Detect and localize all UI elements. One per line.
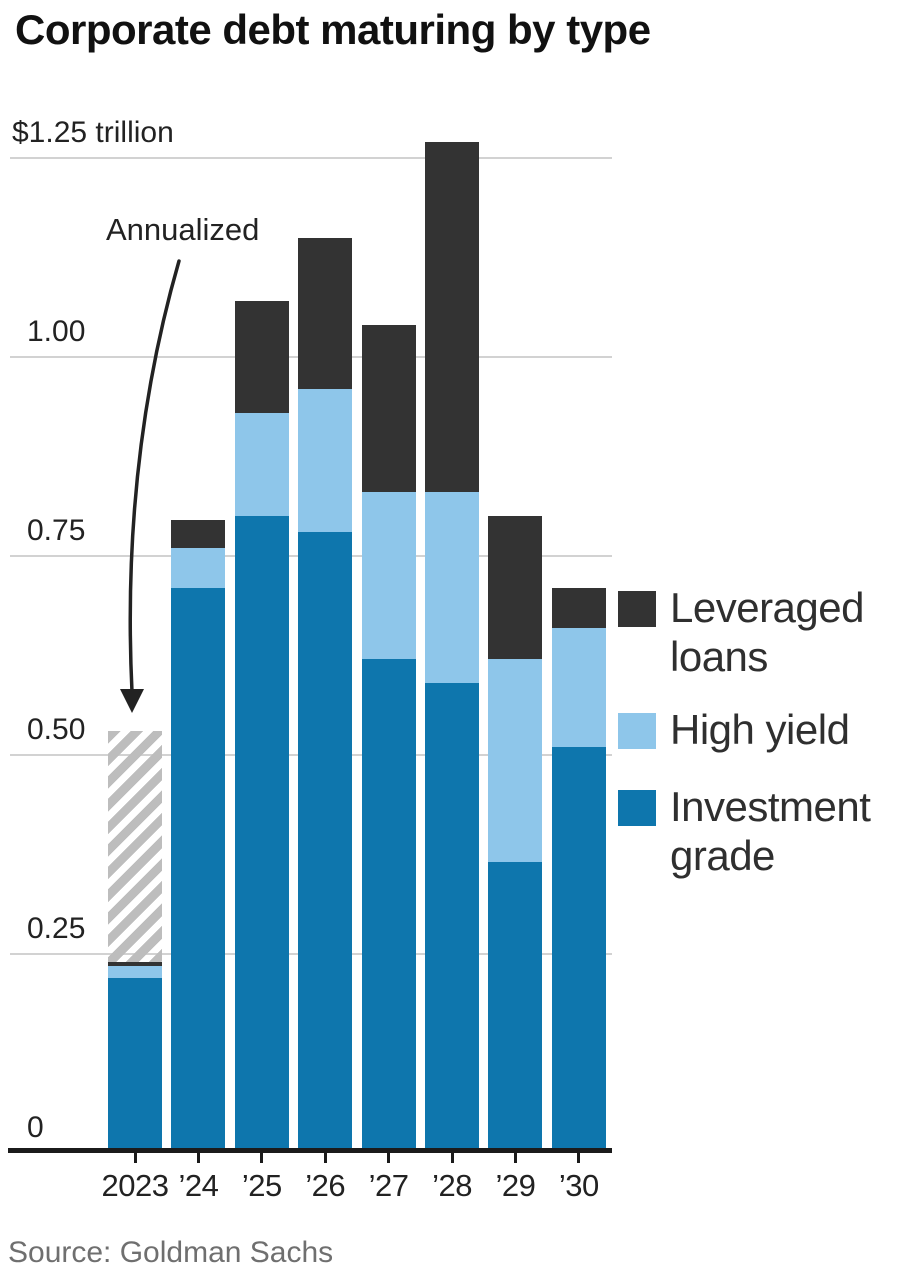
bar-segment-leveraged-loans bbox=[425, 142, 479, 493]
bar-segment-leveraged-loans bbox=[361, 325, 416, 493]
y-axis-label: 1.00 bbox=[27, 315, 86, 348]
bar-segment-investment-grade bbox=[551, 747, 606, 1153]
y-axis-label: 0.25 bbox=[27, 912, 86, 945]
bar-segment-high-yield bbox=[298, 388, 353, 533]
bar-segment-investment-grade bbox=[488, 862, 543, 1153]
bar-segment-high-yield bbox=[108, 965, 162, 978]
bar-segment-investment-grade bbox=[298, 532, 353, 1153]
legend-label: grade bbox=[670, 832, 775, 879]
bar-segment-investment-grade bbox=[234, 516, 289, 1153]
legend-swatch-high-yield bbox=[618, 713, 656, 749]
bar-segment-leveraged-loans bbox=[488, 516, 543, 660]
bar-segment-investment-grade bbox=[171, 587, 226, 1153]
x-axis-label: ’30 bbox=[558, 1168, 599, 1203]
bar-segment-leveraged-loans bbox=[298, 237, 353, 389]
gridline bbox=[10, 157, 612, 159]
bar-segment-investment-grade bbox=[425, 683, 479, 1153]
annualized-annotation-label: Annualized bbox=[106, 212, 260, 247]
legend-label: High yield bbox=[670, 706, 850, 753]
legend-label: Leveraged bbox=[670, 584, 865, 631]
y-axis-label: 0.50 bbox=[27, 713, 86, 746]
x-axis-label: ’28 bbox=[432, 1168, 472, 1203]
bar-segment-high-yield bbox=[234, 412, 289, 517]
x-axis-label: ’25 bbox=[241, 1168, 282, 1203]
bar-segment-high-yield bbox=[171, 548, 226, 588]
legend-item-leveraged-loans: Leveraged loans bbox=[618, 583, 865, 681]
x-axis-line bbox=[8, 1148, 612, 1153]
bar-segment-leveraged-loans bbox=[108, 961, 162, 966]
y-axis-label: $1.25 trillion bbox=[12, 116, 174, 149]
legend-swatch-leveraged-loans bbox=[618, 591, 656, 627]
bar-segment-high-yield bbox=[551, 627, 606, 748]
y-axis-label: 0 bbox=[27, 1111, 44, 1144]
bar-segment-investment-grade bbox=[108, 977, 162, 1153]
x-axis-tick bbox=[196, 1152, 200, 1163]
legend-label: Investment bbox=[670, 783, 871, 830]
bar-segment-high-yield bbox=[361, 492, 416, 660]
x-axis-label: ’29 bbox=[495, 1168, 536, 1203]
x-axis-tick bbox=[133, 1152, 137, 1163]
x-axis-tick bbox=[387, 1152, 391, 1163]
x-axis-label: ’24 bbox=[178, 1168, 219, 1203]
bar-segment-high-yield bbox=[425, 492, 479, 684]
x-axis-tick bbox=[577, 1152, 581, 1163]
x-axis-label: ’27 bbox=[368, 1168, 409, 1203]
bar-segment-leveraged-loans bbox=[551, 587, 606, 628]
chart-title: Corporate debt maturing by type bbox=[15, 6, 651, 53]
x-axis-tick bbox=[260, 1152, 264, 1163]
bar-segment-investment-grade bbox=[361, 659, 416, 1153]
x-axis-label: ’26 bbox=[305, 1168, 346, 1203]
legend-item-high-yield: High yield bbox=[618, 705, 850, 754]
x-axis-tick bbox=[513, 1152, 517, 1163]
legend-item-investment-grade: Investment grade bbox=[618, 782, 871, 880]
source-attribution: Source: Goldman Sachs bbox=[8, 1236, 334, 1269]
x-axis-label: 2023 bbox=[101, 1168, 169, 1203]
x-axis-tick bbox=[323, 1152, 327, 1163]
bar-segment-leveraged-loans bbox=[234, 301, 289, 413]
y-axis-label: 0.75 bbox=[27, 514, 86, 547]
legend-label: loans bbox=[670, 633, 768, 680]
legend-swatch-investment-grade bbox=[618, 790, 656, 826]
x-axis-tick bbox=[450, 1152, 454, 1163]
bar-segment-high-yield bbox=[488, 659, 543, 863]
bar-segment-leveraged-loans bbox=[171, 520, 226, 549]
annualized-hatch-bar bbox=[108, 731, 162, 962]
